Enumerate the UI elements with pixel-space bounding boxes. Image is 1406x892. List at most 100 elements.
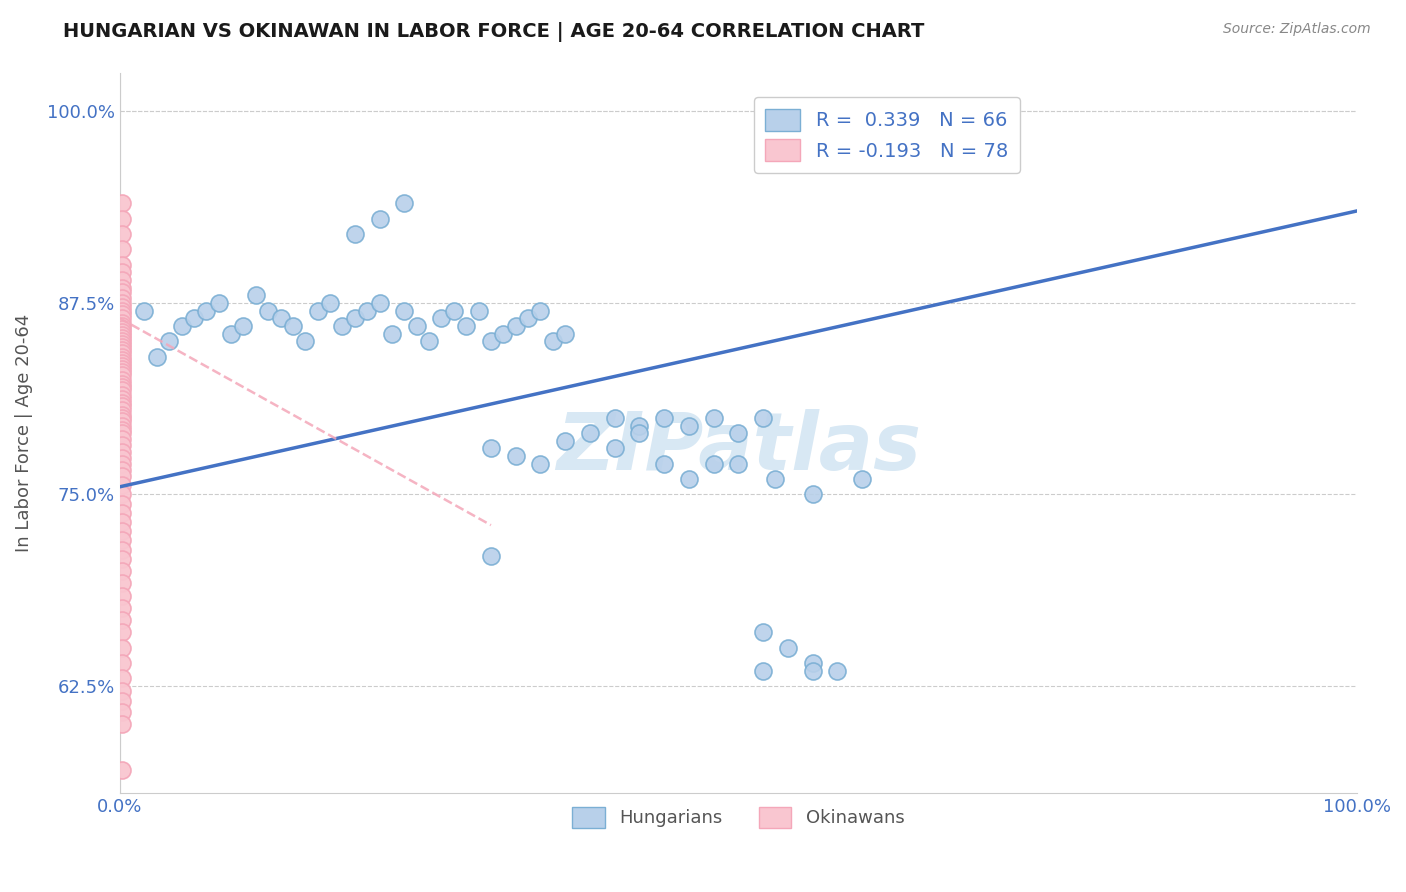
Point	[727, 426, 749, 441]
Point	[343, 311, 366, 326]
Point	[111, 296, 134, 310]
Point	[765, 472, 787, 486]
Point	[111, 346, 134, 360]
Point	[111, 325, 134, 339]
Point	[111, 301, 134, 315]
Point	[111, 542, 134, 557]
Point	[443, 303, 465, 318]
Point	[111, 487, 134, 501]
Point	[111, 383, 134, 397]
Point	[111, 356, 134, 370]
Point	[628, 418, 651, 433]
Point	[479, 549, 502, 563]
Point	[579, 426, 602, 441]
Point	[208, 296, 231, 310]
Point	[368, 211, 391, 226]
Point	[529, 457, 551, 471]
Point	[111, 694, 134, 708]
Point	[381, 326, 404, 341]
Point	[111, 311, 134, 326]
Point	[111, 211, 134, 226]
Point	[111, 361, 134, 376]
Point	[111, 613, 134, 627]
Point	[111, 600, 134, 615]
Point	[111, 316, 134, 330]
Point	[111, 399, 134, 413]
Point	[111, 334, 134, 349]
Point	[111, 322, 134, 336]
Point	[343, 227, 366, 241]
Point	[678, 472, 700, 486]
Point	[134, 303, 156, 318]
Point	[467, 303, 489, 318]
Point	[111, 227, 134, 241]
Point	[111, 328, 134, 343]
Point	[111, 196, 134, 211]
Point	[111, 705, 134, 719]
Point	[111, 242, 134, 256]
Point	[603, 410, 626, 425]
Point	[111, 265, 134, 279]
Point	[111, 365, 134, 379]
Point	[111, 457, 134, 471]
Point	[394, 196, 416, 211]
Point	[405, 318, 427, 333]
Point	[294, 334, 316, 349]
Point	[183, 311, 205, 326]
Point	[418, 334, 440, 349]
Point	[111, 683, 134, 698]
Point	[111, 717, 134, 731]
Point	[776, 640, 799, 655]
Point	[678, 418, 700, 433]
Point	[111, 463, 134, 477]
Point	[111, 589, 134, 603]
Point	[554, 434, 576, 448]
Point	[111, 423, 134, 437]
Point	[111, 408, 134, 422]
Point	[430, 311, 453, 326]
Point	[111, 497, 134, 511]
Point	[111, 764, 134, 778]
Point	[111, 337, 134, 351]
Point	[111, 280, 134, 294]
Text: Source: ZipAtlas.com: Source: ZipAtlas.com	[1223, 22, 1371, 37]
Point	[281, 318, 304, 333]
Point	[554, 326, 576, 341]
Point	[356, 303, 378, 318]
Point	[752, 625, 775, 640]
Point	[111, 524, 134, 539]
Point	[801, 664, 824, 678]
Point	[851, 472, 873, 486]
Point	[479, 334, 502, 349]
Text: ZIPatlas: ZIPatlas	[555, 409, 921, 486]
Point	[146, 350, 169, 364]
Point	[111, 640, 134, 655]
Point	[111, 388, 134, 402]
Point	[517, 311, 540, 326]
Point	[157, 334, 180, 349]
Point	[111, 372, 134, 386]
Point	[111, 656, 134, 670]
Point	[111, 478, 134, 492]
Point	[111, 450, 134, 465]
Point	[801, 656, 824, 670]
Point	[111, 273, 134, 287]
Point	[111, 506, 134, 520]
Point	[368, 296, 391, 310]
Point	[111, 359, 134, 373]
Point	[111, 285, 134, 300]
Point	[111, 303, 134, 318]
Y-axis label: In Labor Force | Age 20-64: In Labor Force | Age 20-64	[15, 314, 32, 552]
Point	[111, 672, 134, 686]
Point	[111, 307, 134, 321]
Point	[195, 303, 218, 318]
Point	[111, 403, 134, 417]
Point	[801, 487, 824, 501]
Point	[752, 410, 775, 425]
Point	[111, 380, 134, 394]
Point	[111, 331, 134, 345]
Point	[111, 258, 134, 272]
Point	[703, 457, 725, 471]
Point	[257, 303, 280, 318]
Point	[111, 533, 134, 548]
